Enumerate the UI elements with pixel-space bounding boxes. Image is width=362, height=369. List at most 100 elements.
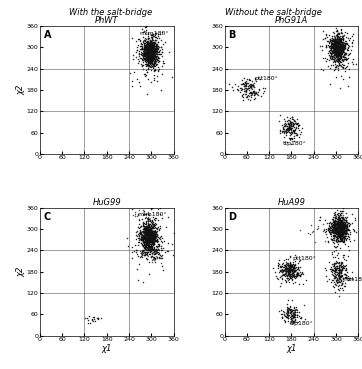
Point: [292, 265, 298, 271]
Point: [140, 221, 146, 227]
Point: [146, 49, 152, 55]
Point: [340, 228, 345, 234]
Point: [336, 230, 342, 236]
Point: [289, 135, 295, 141]
Point: [146, 49, 152, 55]
Point: [284, 273, 290, 279]
Point: [332, 50, 338, 56]
Point: [326, 57, 332, 63]
Point: [144, 229, 150, 235]
Point: [332, 267, 338, 273]
Point: [287, 314, 292, 320]
Point: [332, 232, 338, 238]
Point: [340, 43, 346, 49]
Point: [141, 50, 147, 56]
Point: [129, 35, 135, 41]
Point: [341, 225, 347, 231]
Point: [145, 56, 151, 62]
Point: [340, 231, 346, 237]
Point: [281, 126, 287, 132]
Point: [146, 229, 152, 235]
Point: [339, 236, 345, 242]
Point: [142, 234, 148, 239]
Point: [338, 73, 344, 79]
Point: [154, 249, 160, 255]
Point: [151, 231, 157, 237]
Point: [337, 48, 343, 54]
Point: [345, 220, 350, 226]
Point: [134, 247, 140, 253]
Point: [291, 307, 296, 313]
Point: [275, 262, 281, 268]
Point: [345, 226, 351, 232]
Point: [149, 44, 155, 50]
Point: [331, 49, 337, 55]
Point: [331, 44, 337, 50]
Point: [141, 242, 147, 248]
Point: [286, 125, 292, 131]
Point: [146, 46, 151, 52]
Point: [240, 80, 246, 86]
Point: [283, 314, 289, 320]
Point: [144, 230, 150, 236]
Point: [143, 237, 148, 243]
Point: [150, 52, 155, 58]
Point: [333, 49, 339, 55]
Point: [294, 120, 300, 126]
Point: [144, 51, 150, 57]
Point: [283, 270, 289, 276]
Point: [146, 53, 152, 59]
Point: [144, 48, 150, 54]
Point: [324, 278, 330, 284]
Point: [150, 61, 156, 66]
Point: [290, 266, 296, 272]
Point: [336, 229, 342, 235]
Point: [341, 46, 347, 52]
Point: [343, 272, 349, 278]
Point: [146, 53, 152, 59]
Point: [139, 254, 145, 260]
Point: [140, 223, 146, 229]
Point: [248, 89, 254, 95]
Point: [151, 246, 157, 252]
Point: [334, 223, 340, 228]
Point: [135, 239, 141, 245]
Point: [331, 248, 336, 254]
Point: [95, 315, 101, 321]
Point: [340, 211, 346, 217]
Point: [337, 228, 343, 234]
Point: [285, 267, 291, 273]
Point: [146, 41, 151, 47]
Point: [335, 223, 341, 229]
Point: [337, 232, 342, 238]
Point: [151, 254, 156, 260]
Point: [140, 54, 146, 60]
Point: [152, 51, 158, 57]
Point: [336, 267, 342, 273]
Point: [332, 223, 337, 228]
Point: [338, 37, 344, 42]
Point: [142, 233, 148, 239]
Point: [148, 61, 153, 67]
Point: [155, 51, 161, 57]
Point: [148, 44, 154, 50]
Point: [144, 231, 150, 237]
Point: [139, 228, 145, 234]
Point: [151, 255, 157, 261]
Point: [272, 269, 278, 275]
Point: [323, 267, 328, 273]
Point: [150, 231, 155, 237]
Point: [287, 118, 292, 124]
Point: [344, 220, 350, 225]
Point: [333, 226, 339, 232]
Point: [310, 228, 316, 234]
Point: [136, 79, 142, 85]
Point: [325, 228, 331, 234]
Point: [145, 239, 151, 245]
Point: [134, 228, 140, 234]
Point: [334, 46, 340, 52]
Point: [283, 132, 289, 138]
Point: [337, 42, 343, 48]
Point: [331, 230, 337, 236]
Point: [148, 223, 154, 229]
